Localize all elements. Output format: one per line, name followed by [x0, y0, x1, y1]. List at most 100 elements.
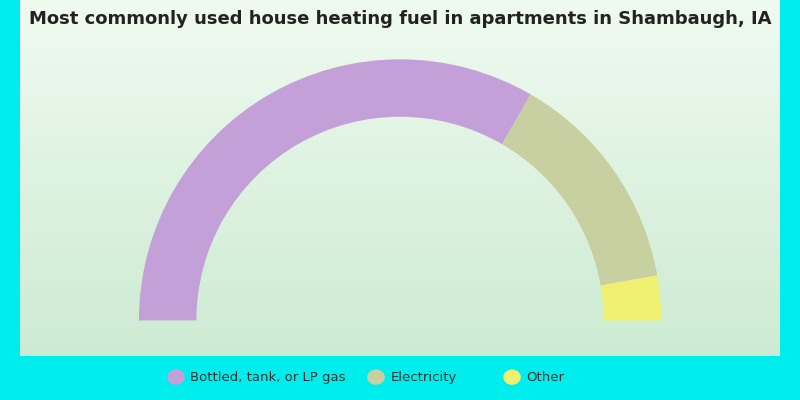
Bar — [20, 252, 780, 254]
Bar — [20, 171, 780, 173]
Wedge shape — [502, 94, 657, 285]
Bar — [20, 119, 780, 121]
Bar — [20, 14, 780, 17]
Bar — [20, 50, 780, 52]
Bar — [20, 130, 780, 133]
Bar — [20, 135, 780, 138]
Bar — [20, 54, 780, 57]
Bar — [20, 128, 780, 130]
Bar — [20, 10, 780, 12]
Ellipse shape — [167, 370, 185, 385]
Bar — [20, 256, 780, 259]
Text: Most commonly used house heating fuel in apartments in Shambaugh, IA: Most commonly used house heating fuel in… — [29, 10, 771, 28]
Bar — [20, 235, 780, 237]
Bar — [20, 57, 780, 59]
Bar — [20, 31, 780, 33]
Wedge shape — [139, 59, 530, 320]
Ellipse shape — [367, 370, 385, 385]
Bar — [20, 302, 780, 304]
Bar — [20, 83, 780, 86]
Bar — [20, 7, 780, 10]
Bar — [20, 297, 780, 299]
Bar — [20, 237, 780, 240]
Bar — [20, 26, 780, 28]
Bar — [20, 264, 780, 266]
Bar — [20, 192, 780, 195]
Bar — [20, 76, 780, 78]
Bar — [20, 349, 780, 351]
Bar — [20, 97, 780, 100]
Bar — [20, 249, 780, 252]
Bar — [20, 173, 780, 176]
Bar — [20, 214, 780, 216]
Bar — [20, 320, 780, 323]
Bar — [20, 316, 780, 318]
Bar — [20, 228, 780, 230]
Bar — [20, 328, 780, 330]
Bar — [20, 64, 780, 66]
Bar — [20, 325, 780, 328]
Wedge shape — [601, 276, 661, 320]
Bar — [20, 5, 780, 7]
Bar — [20, 188, 780, 190]
Bar — [20, 266, 780, 268]
Bar — [20, 164, 780, 166]
Bar — [20, 204, 780, 206]
Bar — [20, 88, 780, 90]
Bar — [20, 202, 780, 204]
Bar — [20, 254, 780, 256]
Bar — [20, 197, 780, 199]
Bar — [20, 242, 780, 244]
Bar — [20, 168, 780, 171]
Bar — [20, 116, 780, 119]
Bar — [20, 12, 780, 14]
Bar — [20, 278, 780, 280]
Bar — [20, 19, 780, 21]
Bar — [20, 280, 780, 282]
Bar — [20, 195, 780, 197]
Bar — [20, 147, 780, 150]
Bar — [20, 71, 780, 74]
Bar — [20, 28, 780, 31]
Bar — [20, 2, 780, 5]
Text: Other: Other — [526, 371, 565, 384]
Bar — [20, 145, 780, 147]
Bar — [20, 138, 780, 140]
Bar — [20, 17, 780, 19]
Bar — [20, 185, 780, 188]
Bar — [20, 318, 780, 320]
Bar — [20, 299, 780, 302]
Bar — [20, 43, 780, 45]
Bar — [20, 273, 780, 275]
Bar — [20, 330, 780, 332]
Bar — [20, 157, 780, 159]
Bar — [20, 40, 780, 43]
Bar — [20, 261, 780, 264]
Bar — [20, 230, 780, 232]
Bar — [20, 112, 780, 114]
Bar — [20, 344, 780, 346]
Bar — [20, 104, 780, 107]
Bar — [20, 211, 780, 214]
Bar — [20, 268, 780, 270]
Bar — [20, 52, 780, 54]
Bar — [20, 0, 780, 2]
Bar — [20, 339, 780, 342]
Bar — [20, 282, 780, 285]
Bar — [20, 90, 780, 92]
Bar — [20, 78, 780, 81]
Bar — [20, 150, 780, 152]
Bar — [20, 240, 780, 242]
Bar — [20, 244, 780, 247]
Bar — [20, 86, 780, 88]
Bar — [20, 190, 780, 192]
Bar — [20, 102, 780, 104]
Bar — [20, 36, 780, 38]
Bar — [20, 346, 780, 349]
Bar — [20, 183, 780, 185]
Bar — [20, 161, 780, 164]
Bar — [20, 247, 780, 249]
Bar — [20, 121, 780, 124]
Bar — [20, 142, 780, 145]
Bar — [20, 199, 780, 202]
